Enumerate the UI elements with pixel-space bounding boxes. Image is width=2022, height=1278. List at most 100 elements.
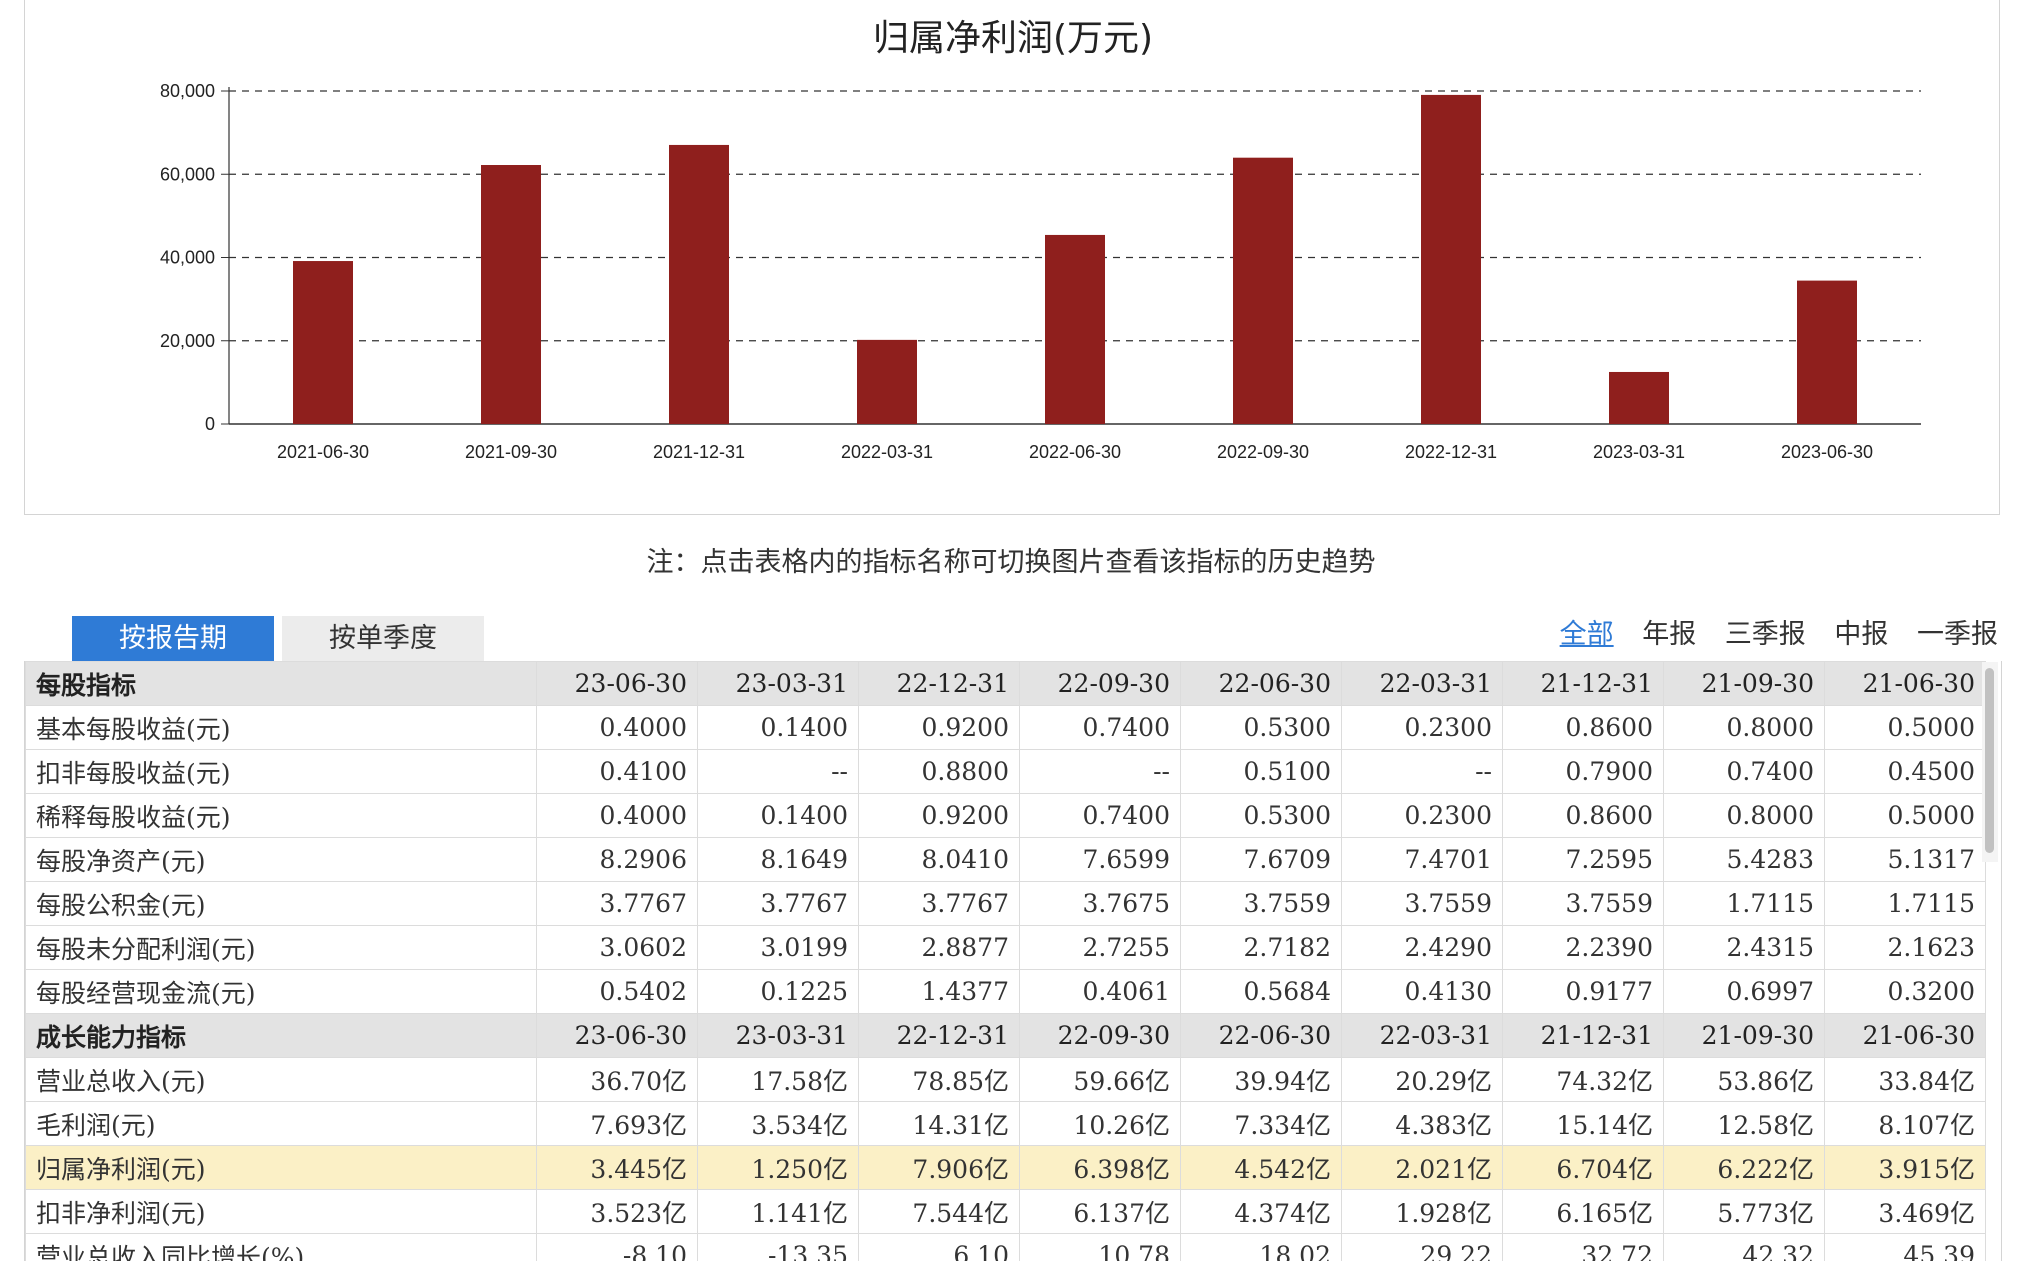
table-cell: 0.2300 [1341,793,1503,838]
indicator-name[interactable]: 归属净利润(元) [25,1145,537,1190]
table-cell: 0.6997 [1663,969,1825,1014]
table-cell: 4.542亿 [1180,1145,1342,1190]
table-row: 稀释每股收益(元) 0.4000 0.1400 0.9200 0.7400 0.5300 0… [25,793,1986,838]
table-cell: 7.693亿 [536,1101,698,1146]
table-cell: 3.7559 [1502,881,1664,926]
table-row: 营业总收入同比增长(%) -8.10 -13.35 6.10 10.78 18.02 29.… [25,1233,1986,1261]
table-cell: 2.1623 [1824,925,1986,970]
section-title: 每股指标 [25,661,537,706]
indicator-name[interactable]: 扣非每股收益(元) [25,749,537,794]
indicator-name[interactable]: 营业总收入(元) [25,1057,537,1102]
table-cell: 78.85亿 [858,1057,1020,1102]
chart-title: 归属净利润(万元) [873,18,1153,59]
x-tick-label: 2022-12-31 [1405,442,1497,462]
table-cell: 0.7400 [1019,793,1181,838]
table-cell: 2.8877 [858,925,1020,970]
table-cell: 0.8000 [1663,705,1825,750]
indicator-name[interactable]: 稀释每股收益(元) [25,793,537,838]
filter-all[interactable]: 全部 [1559,619,1614,650]
table-cell: 3.0199 [697,925,859,970]
table-cell: 45.39 [1824,1233,1986,1261]
table-cell: 7.906亿 [858,1145,1020,1190]
table-cell: 6.137亿 [1019,1189,1181,1234]
x-tick-label: 2021-06-30 [277,442,369,462]
table-row: 扣非每股收益(元) 0.4100 -- 0.8800 -- 0.5100 -- 0.7900 0… [25,749,1986,794]
table-cell: 0.8600 [1502,793,1664,838]
period-header-cell: 21-12-31 [1502,1013,1664,1058]
x-tick-label: 2023-06-30 [1781,442,1873,462]
table-cell: 1.7115 [1663,881,1825,926]
table-cell: 18.02 [1180,1233,1342,1261]
table-cell: 42.32 [1663,1233,1825,1261]
table-cell: 0.9200 [858,793,1020,838]
table-row: 每股净资产(元) 8.2906 8.1649 8.0410 7.6599 7.6709 7.… [25,837,1986,882]
section-header-row: 每股指标 23-06-30 23-03-31 22-12-31 22-09-30 22-0… [25,661,1986,706]
period-header-cell: 22-09-30 [1019,661,1181,706]
filter-interim[interactable]: 中报 [1834,619,1889,650]
indicator-name[interactable]: 每股未分配利润(元) [25,925,537,970]
table-cell: 0.5000 [1824,793,1986,838]
table-cell: 2.7182 [1180,925,1342,970]
indicator-name[interactable]: 每股公积金(元) [25,881,537,926]
tab-by-quarter[interactable]: 按单季度 [282,616,484,661]
table-cell: 3.7767 [858,881,1020,926]
table-row: 每股公积金(元) 3.7767 3.7767 3.7767 3.7675 3.7559 3.… [25,881,1986,926]
period-header-cell: 23-06-30 [536,1013,698,1058]
chart-note: 注：点击表格内的指标名称可切换图片查看该指标的历史趋势 [646,547,1376,578]
table-cell: 0.5100 [1180,749,1342,794]
table-cell: 3.0602 [536,925,698,970]
table-cell: 0.4061 [1019,969,1181,1014]
indicator-name[interactable]: 营业总收入同比增长(%) [25,1233,537,1261]
x-tick-label: 2022-09-30 [1217,442,1309,462]
indicator-name[interactable]: 毛利润(元) [25,1101,537,1146]
tab-by-period[interactable]: 按报告期 [72,616,274,661]
period-header-cell: 22-12-31 [858,661,1020,706]
y-tick-label: 80,000 [160,81,215,101]
table-cell: 1.7115 [1824,881,1986,926]
table-cell: 0.1400 [697,793,859,838]
indicator-name[interactable]: 扣非净利润(元) [25,1189,537,1234]
table-cell: 3.7559 [1180,881,1342,926]
filter-annual[interactable]: 年报 [1642,619,1697,650]
table-cell: 1.250亿 [697,1145,859,1190]
table-cell: 0.9177 [1502,969,1664,1014]
table-row: 每股未分配利润(元) 3.0602 3.0199 2.8877 2.7255 2.7182… [25,925,1986,970]
bar-2023-06-30 [1797,280,1857,424]
table-cell: 6.398亿 [1019,1145,1181,1190]
filter-q1[interactable]: 一季报 [1917,619,1998,650]
table-cell: 32.72 [1502,1233,1664,1261]
table-cell: 4.374亿 [1180,1189,1342,1234]
table-cell: 59.66亿 [1019,1057,1181,1102]
bar-2022-06-30 [1045,234,1105,424]
period-header-cell: 21-12-31 [1502,661,1664,706]
indicator-name[interactable]: 每股经营现金流(元) [25,969,537,1014]
table-cell: 0.8600 [1502,705,1664,750]
period-header-cell: 21-09-30 [1663,661,1825,706]
table-cell: 17.58亿 [697,1057,859,1102]
table-cell: 12.58亿 [1663,1101,1825,1146]
period-header-cell: 23-03-31 [697,1013,859,1058]
table-row: 每股经营现金流(元) 0.5402 0.1225 1.4377 0.4061 0.5684… [25,969,1986,1014]
table-cell: 0.9200 [858,705,1020,750]
table-cell: 2.7255 [1019,925,1181,970]
table-cell: 0.1400 [697,705,859,750]
table-cell: 0.5000 [1824,705,1986,750]
scrollbar-thumb[interactable] [1985,668,1994,853]
chart-panel: 归属净利润(万元) 0 20,000 40,000 60,000 80,000 2021-0… [24,0,2000,515]
table-cell: 10.78 [1019,1233,1181,1261]
filter-q3[interactable]: 三季报 [1724,619,1806,650]
financial-table-container[interactable]: 每股指标 23-06-30 23-03-31 22-12-31 22-09-30 22-0… [24,661,2002,1261]
table-cell: 7.334亿 [1180,1101,1342,1146]
table-cell: 3.445亿 [536,1145,698,1190]
bar-2021-06-30 [293,261,353,424]
period-header-cell: 22-03-31 [1341,1013,1503,1058]
table-cell: 2.021亿 [1341,1145,1503,1190]
period-header-cell: 21-06-30 [1824,661,1986,706]
table-cell: 0.4000 [536,705,698,750]
indicator-name[interactable]: 每股净资产(元) [25,837,537,882]
table-cell: 0.5300 [1180,793,1342,838]
financial-indicator-table: 每股指标 23-06-30 23-03-31 22-12-31 22-09-30 22-0… [25,661,1986,1261]
table-cell: 0.7400 [1663,749,1825,794]
indicator-name[interactable]: 基本每股收益(元) [25,705,537,750]
table-cell: -8.10 [536,1233,698,1261]
